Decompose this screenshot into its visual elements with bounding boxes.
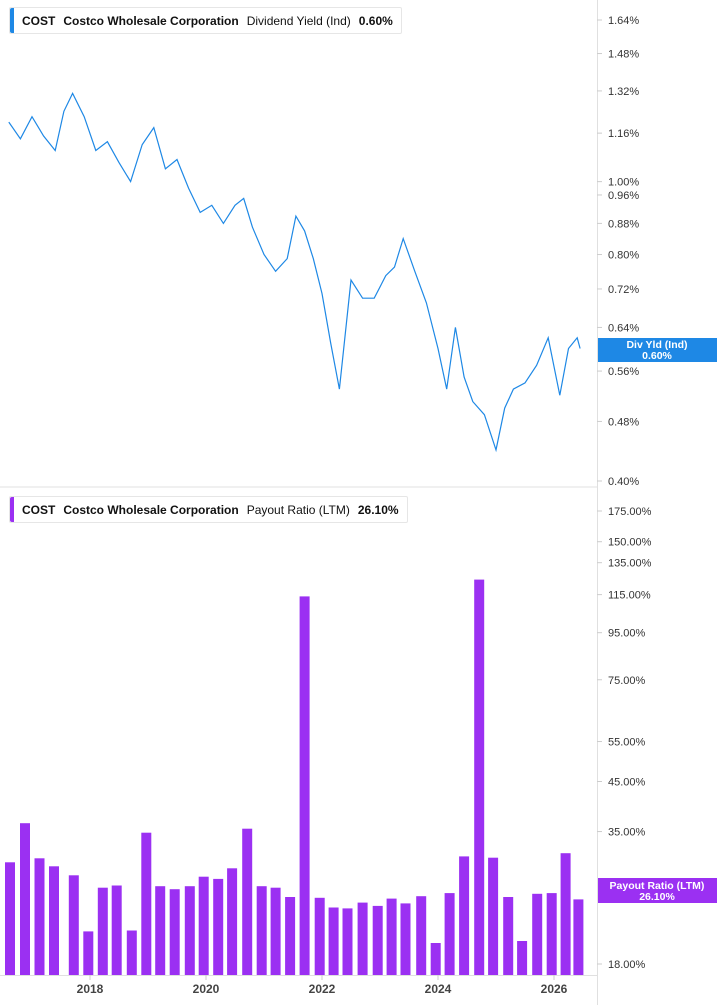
y-tick-label: 95.00%: [608, 628, 646, 640]
y-tick-label: 45.00%: [608, 777, 646, 789]
x-tick-label: 2020: [193, 982, 220, 996]
legend-symbol: COST: [22, 13, 56, 28]
payout-axis-ticks: 175.00% 150.00% 135.00% 115.00% 95.00% 75.00%…: [597, 506, 652, 971]
legend-value: 0.60%: [358, 13, 393, 28]
payout-bar: [532, 893, 543, 975]
payout-bar: [459, 856, 470, 975]
y-tick-label: 135.00%: [608, 558, 652, 570]
payout-bar: [155, 886, 166, 975]
x-tick-label: 2018: [77, 982, 104, 996]
y-tick-label: 1.64%: [608, 15, 639, 27]
y-tick-label: 0.72%: [608, 284, 639, 296]
y-tick-label: 0.40%: [608, 476, 639, 488]
payout-value-tag: Payout Ratio (LTM) 26.10%: [598, 878, 717, 903]
yield-tag-box: [598, 338, 717, 362]
payout-bar: [97, 887, 108, 975]
y-tick-label: 35.00%: [608, 827, 646, 839]
payout-bar: [488, 857, 499, 975]
payout-bar: [198, 876, 209, 975]
payout-bar: [126, 930, 137, 975]
yield-axis-ticks: 1.64% 1.48% 1.32% 1.16% 1.00%0.96% 0.88% 0.80%…: [597, 15, 639, 488]
payout-legend: COST Costco Wholesale Corporation Payout…: [9, 496, 408, 523]
legend-symbol: COST: [22, 502, 56, 517]
payout-bar: [328, 907, 339, 975]
payout-bar: [141, 832, 152, 975]
legend-metric: Payout Ratio (LTM): [246, 502, 350, 517]
payout-tag-box: [598, 878, 717, 903]
yield-value-tag: Div Yld (Ind) 0.60%: [598, 338, 717, 362]
payout-bar: [474, 579, 485, 975]
payout-bar: [342, 908, 353, 975]
payout-bar: [299, 596, 310, 975]
y-tick-label: 115.00%: [608, 590, 651, 602]
payout-bar: [184, 886, 195, 975]
y-tick-label: 1.16%: [608, 128, 639, 140]
payout-bar: [285, 897, 296, 975]
x-tick-label: 2024: [425, 982, 452, 996]
payout-tag-label: Payout Ratio (LTM): [610, 880, 705, 892]
y-tick-label: 150.00%: [608, 537, 652, 549]
payout-bar: [386, 898, 397, 975]
yield-tag-label: Div Yld (Ind): [626, 339, 687, 351]
y-tick-label: 55.00%: [608, 737, 646, 749]
payout-ratio-bars: [5, 579, 584, 975]
payout-bar: [416, 896, 427, 975]
payout-bar: [169, 889, 180, 975]
payout-bar: [227, 868, 238, 975]
payout-bar: [503, 897, 514, 975]
time-axis-ticks: 2018 2020 2022 2024 2026: [77, 975, 568, 996]
y-tick-label: 0.96%: [608, 190, 639, 202]
y-tick-label: 18.00%: [608, 959, 646, 971]
yield-legend: COST Costco Wholesale Corporation Divide…: [9, 7, 402, 34]
payout-bar: [242, 828, 253, 975]
y-tick-label: 1.32%: [608, 86, 639, 98]
payout-bar: [68, 875, 79, 975]
payout-bar: [444, 893, 455, 975]
yield-legend-swatch: [10, 8, 14, 33]
payout-bar: [314, 897, 325, 975]
payout-bar: [83, 931, 94, 975]
payout-bar: [357, 902, 368, 975]
legend-metric: Dividend Yield (Ind): [246, 13, 351, 28]
y-tick-label: 0.64%: [608, 322, 639, 334]
payout-legend-swatch: [10, 497, 14, 522]
payout-bar: [34, 858, 45, 975]
payout-bar: [49, 866, 59, 975]
payout-bar: [546, 893, 557, 975]
payout-bar: [256, 886, 267, 975]
y-tick-label: 0.48%: [608, 416, 639, 428]
payout-bar: [372, 905, 383, 975]
payout-bar: [560, 853, 571, 975]
payout-bar: [270, 887, 281, 975]
payout-bar: [213, 878, 224, 975]
payout-bar: [573, 899, 584, 975]
dividend-yield-line: [8, 92, 581, 453]
payout-bar: [5, 862, 15, 975]
payout-bar: [517, 941, 528, 975]
payout-bar: [400, 903, 411, 975]
legend-company: Costco Wholesale Corporation: [63, 502, 239, 517]
legend-company: Costco Wholesale Corporation: [63, 13, 239, 28]
yield-tag-value: 0.60%: [642, 350, 672, 362]
y-tick-label: 0.56%: [608, 366, 639, 378]
y-tick-label: 0.88%: [608, 218, 639, 230]
y-tick-label: 75.00%: [608, 675, 646, 687]
y-tick-label: 175.00%: [608, 506, 652, 518]
x-tick-label: 2022: [309, 982, 336, 996]
y-tick-label: 1.00%: [608, 177, 639, 189]
y-tick-label: 1.48%: [608, 49, 639, 61]
legend-value: 26.10%: [357, 502, 399, 517]
payout-bar: [111, 885, 122, 975]
x-tick-label: 2026: [541, 982, 568, 996]
y-tick-label: 0.80%: [608, 250, 639, 262]
payout-bar: [20, 823, 30, 975]
payout-bar: [430, 943, 441, 975]
payout-tag-value: 26.10%: [639, 891, 675, 903]
